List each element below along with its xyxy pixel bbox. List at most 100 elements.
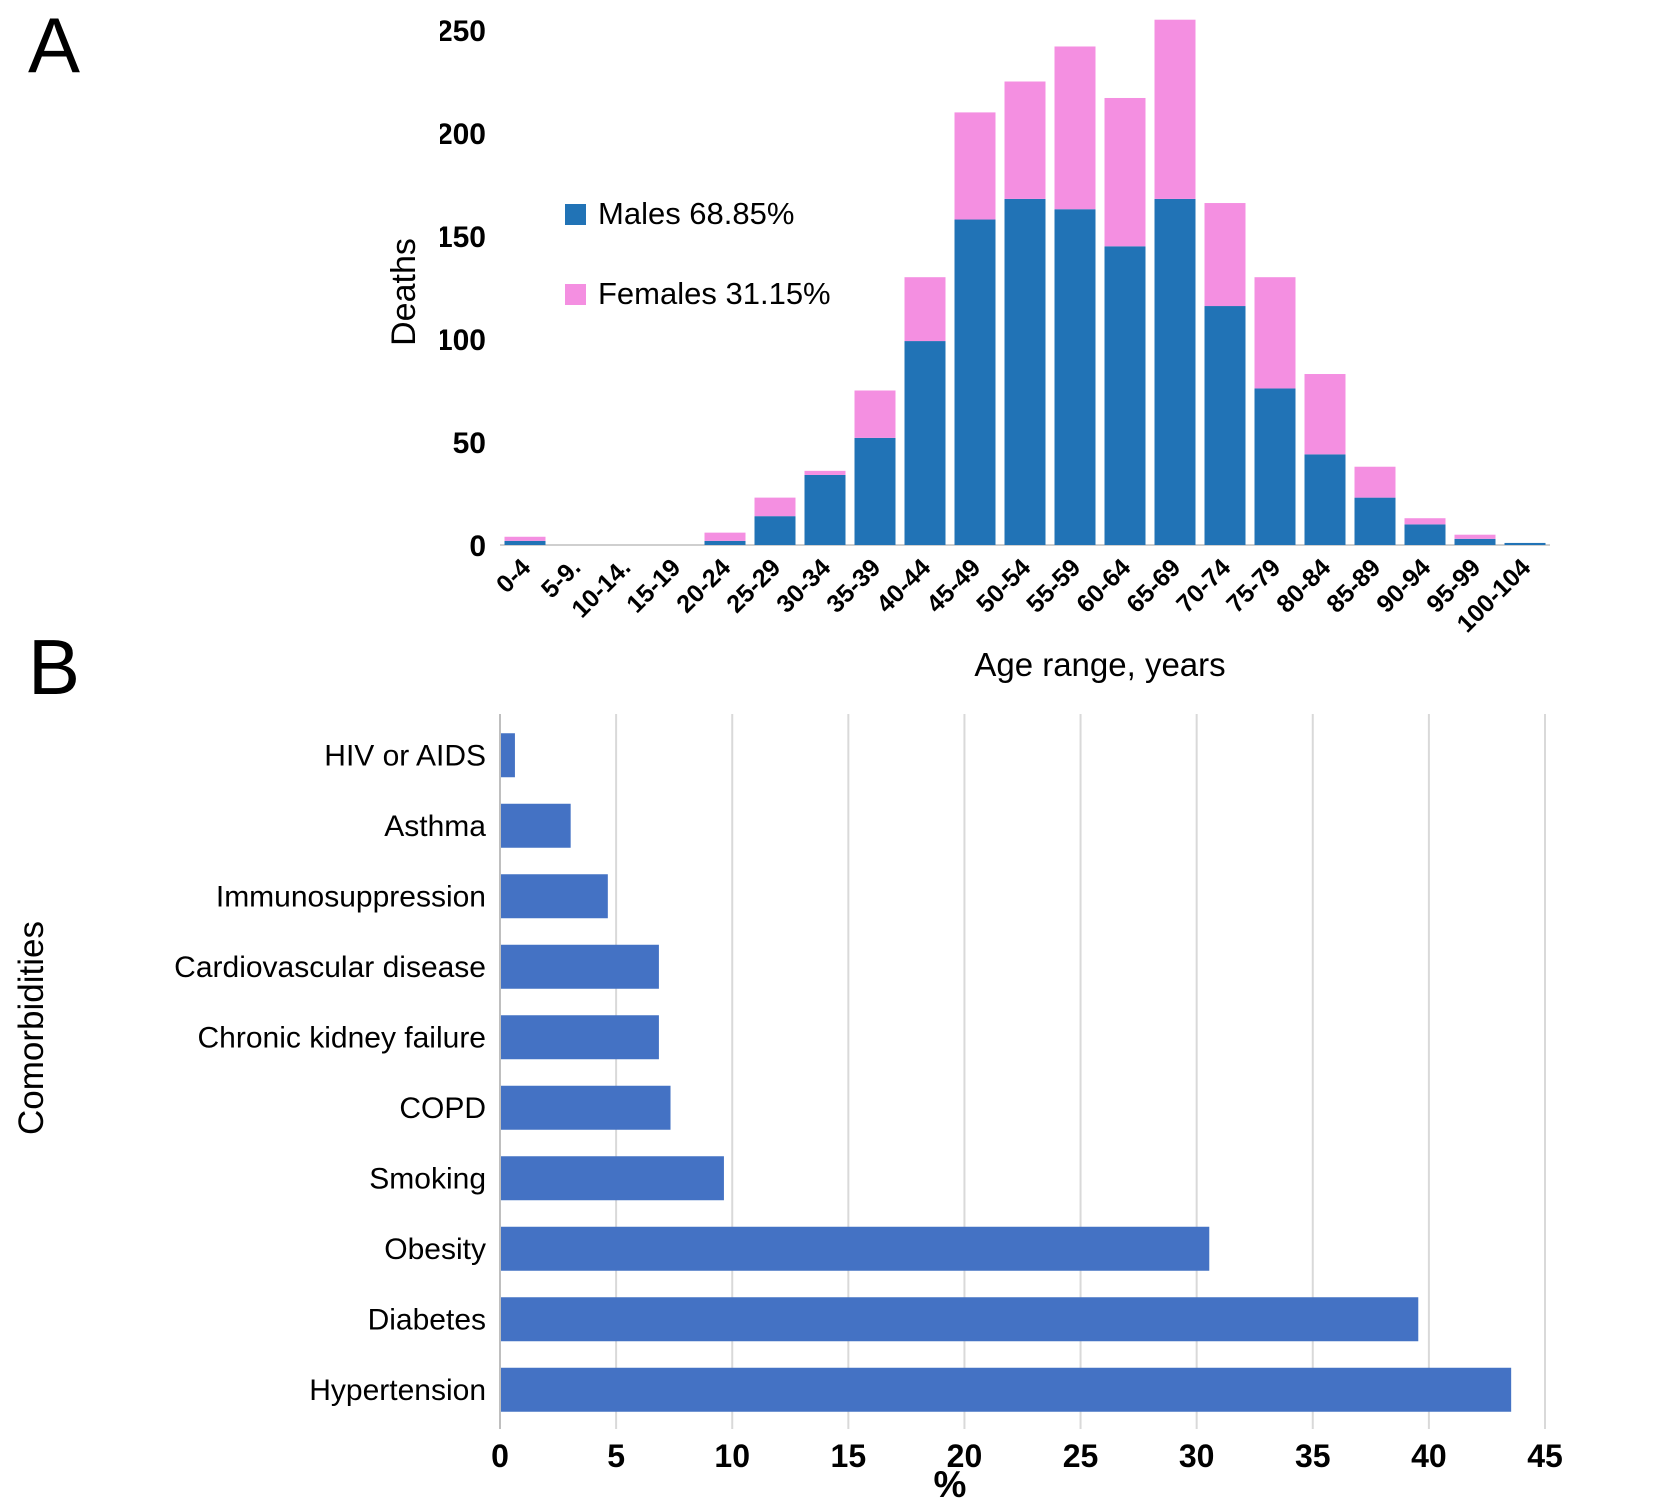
females-bar-65-69	[1154, 19, 1196, 199]
males-bar-25-29	[754, 516, 796, 545]
panel-b-category-label: Asthma	[384, 810, 486, 843]
males-bar-40-44	[904, 341, 946, 545]
females-bar-95-99	[1454, 534, 1496, 539]
comorbidity-bar-hiv-or-aids	[501, 733, 515, 778]
panel-b-category-label: Chronic kidney failure	[198, 1021, 486, 1054]
comorbidity-bar-immunosuppression	[501, 874, 608, 919]
panel-a-x-tick-label: 0-4	[491, 553, 536, 598]
panel-a-x-tick-label: 55-59	[1021, 553, 1086, 618]
males-bar-55-59	[1054, 209, 1096, 545]
comorbidity-bar-asthma	[501, 803, 571, 848]
panel-a-label: A	[28, 1, 81, 89]
panel-a-x-tick-label: 45-49	[921, 553, 986, 618]
panel-b-x-tick-label: 10	[714, 1438, 750, 1474]
panel-a-x-tick-label: 40-44	[871, 553, 936, 618]
panel-b-x-tick-label: 45	[1527, 1438, 1563, 1474]
panel-b-x-tick-label: 30	[1179, 1438, 1215, 1474]
females-bar-80-84	[1304, 374, 1346, 455]
panel-b-x-axis-title: %	[933, 1464, 967, 1505]
panel-a-y-axis-title: Deaths	[385, 238, 423, 346]
females-bar-0-4	[504, 536, 546, 541]
females-bar-30-34	[804, 470, 846, 475]
females-bar-40-44	[904, 277, 946, 342]
comorbidity-bar-diabetes	[501, 1297, 1419, 1342]
males-bar-0-4	[504, 540, 546, 545]
panel-b-x-tick-label: 15	[831, 1438, 867, 1474]
panel-b-category-label: Diabetes	[368, 1303, 486, 1336]
panel-b-category-label: Hypertension	[309, 1374, 486, 1407]
panel-a-legend: Males 68.85% Females 31.15%	[565, 196, 831, 356]
comorbidity-bar-copd	[501, 1085, 671, 1130]
panel-b-category-label: Obesity	[384, 1233, 486, 1266]
comorbidity-bar-cardiovascular-disease	[501, 944, 659, 989]
panel-b-x-tick-label: 20	[947, 1438, 983, 1474]
panel-a-x-tick-label: 30-34	[771, 553, 836, 618]
females-bar-25-29	[754, 497, 796, 517]
males-bar-100-104	[1504, 542, 1546, 545]
panel-a-y-tick-label: 50	[453, 427, 486, 460]
panel-b-category-label: Immunosuppression	[216, 880, 486, 913]
panel-b-y-axis-title: Comorbidities	[12, 921, 51, 1135]
females-bar-90-94	[1404, 518, 1446, 525]
males-bar-85-89	[1354, 497, 1396, 545]
females-bar-50-54	[1004, 81, 1046, 199]
females-bar-60-64	[1104, 97, 1146, 247]
males-bar-90-94	[1404, 524, 1446, 545]
males-legend-label: Males 68.85%	[598, 196, 795, 231]
panel-a-x-axis-title: Age range, years	[974, 646, 1226, 683]
panel-a-y-tick-label: 250	[440, 15, 486, 48]
panel-a-y-tick-label: 200	[440, 118, 486, 151]
panel-b-label: B	[28, 623, 81, 711]
panel-a-y-tick-label: 100	[440, 324, 486, 357]
panel-b-category-label: COPD	[399, 1092, 486, 1125]
panel-a-x-tick-label: 65-69	[1121, 553, 1186, 618]
males-bar-50-54	[1004, 198, 1046, 546]
comorbidity-bar-obesity	[501, 1226, 1210, 1271]
panel-b-x-tick-label: 0	[491, 1438, 509, 1474]
panel-a-y-tick-label: 0	[469, 530, 486, 563]
males-bar-80-84	[1304, 454, 1346, 545]
females-bar-70-74	[1204, 203, 1246, 307]
comorbidity-bar-smoking	[501, 1156, 724, 1201]
comorbidities-horizontal-bar-chart: 0 5 10 15 20 25 30 35 40 45 HIV or AIDS Asthma Immun…	[174, 714, 1563, 1474]
females-legend-swatch	[565, 283, 586, 305]
panel-a-x-tick-label: 90-94	[1371, 553, 1436, 618]
panel-a-x-tick-label: 75-79	[1221, 553, 1286, 618]
males-bar-35-39	[854, 437, 896, 545]
panel-a-x-tick-label: 80-84	[1271, 553, 1336, 618]
females-bar-85-89	[1354, 466, 1396, 498]
males-bar-65-69	[1154, 198, 1196, 546]
panel-b-x-tick-label: 5	[607, 1438, 625, 1474]
panel-a-x-tick-label: 35-39	[821, 553, 886, 618]
panel-a-x-tick-label: 50-54	[971, 553, 1036, 618]
panel-b-category-label: Cardiovascular disease	[174, 951, 486, 984]
males-bar-70-74	[1204, 306, 1246, 545]
males-legend-swatch	[565, 203, 586, 225]
panel-b-category-label: Smoking	[369, 1162, 486, 1195]
panel-b-x-tick-label: 40	[1411, 1438, 1447, 1474]
legend-item-males: Males 68.85%	[565, 196, 831, 232]
panel-b-x-tick-label: 25	[1063, 1438, 1099, 1474]
panel-a-x-tick-label: 60-64	[1071, 553, 1136, 618]
females-bar-75-79	[1254, 277, 1296, 389]
females-bar-55-59	[1054, 46, 1096, 210]
males-bar-75-79	[1254, 388, 1296, 545]
males-bar-20-24	[704, 540, 746, 545]
panel-a-x-tick-label: 85-89	[1321, 553, 1386, 618]
comorbidity-bar-hypertension	[501, 1367, 1512, 1412]
males-bar-95-99	[1454, 538, 1496, 545]
males-bar-30-34	[804, 474, 846, 545]
panel-b-x-tick-label: 35	[1295, 1438, 1331, 1474]
males-bar-45-49	[954, 219, 996, 545]
females-bar-20-24	[704, 532, 746, 541]
panel-a-x-tick-label: 25-29	[721, 553, 786, 618]
males-bar-60-64	[1104, 246, 1146, 546]
panel-a-y-tick-label: 150	[440, 221, 486, 254]
comorbidity-bar-chronic-kidney-failure	[501, 1015, 659, 1060]
females-bar-35-39	[854, 390, 896, 438]
panel-a-x-tick-label: 70-74	[1171, 553, 1236, 618]
panel-b-category-label: HIV or AIDS	[324, 739, 486, 772]
legend-item-females: Females 31.15%	[565, 276, 831, 312]
